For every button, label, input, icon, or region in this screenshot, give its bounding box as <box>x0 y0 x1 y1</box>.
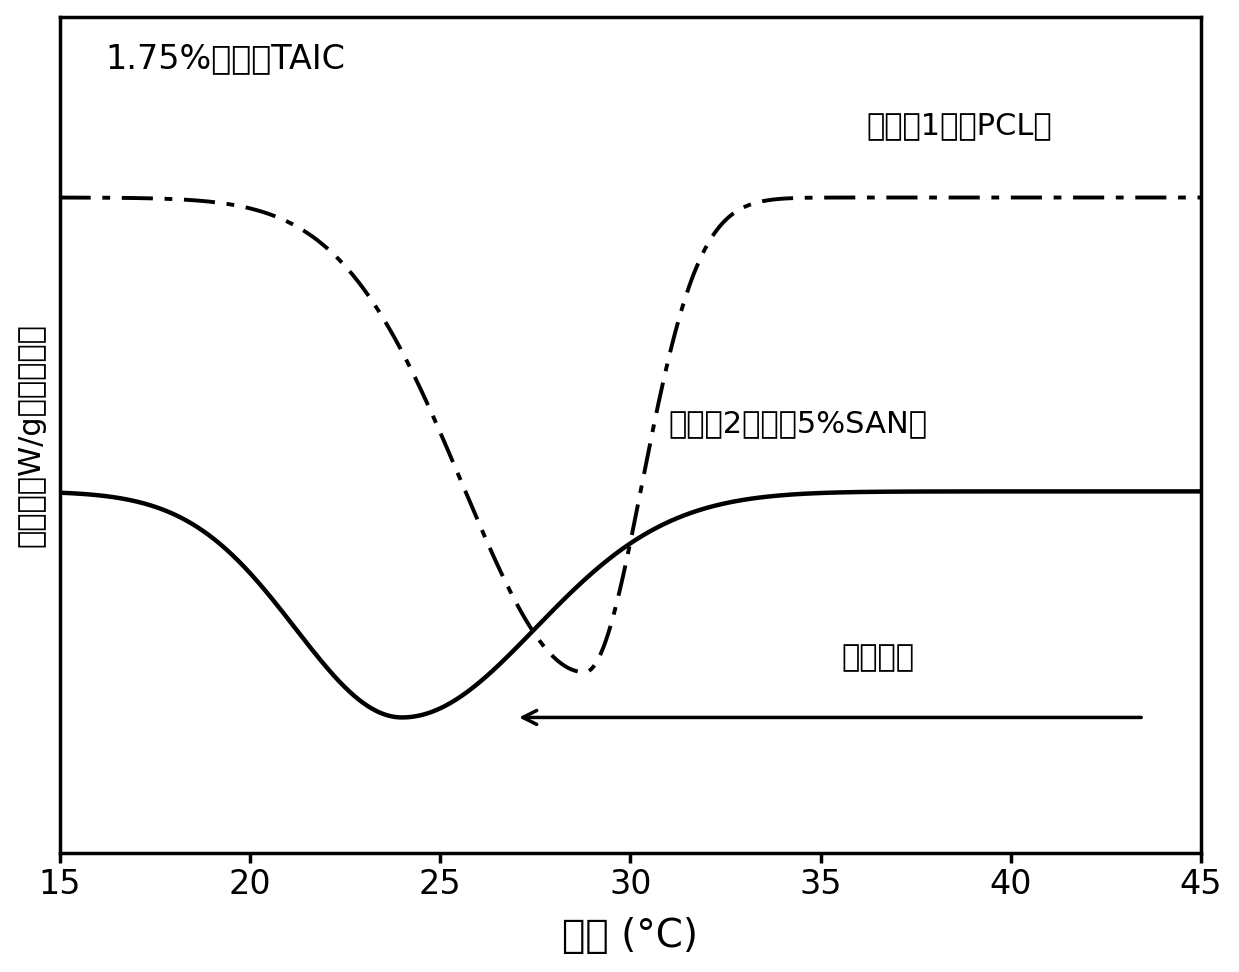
Y-axis label: 热流量（W/g）放热向下: 热流量（W/g）放热向下 <box>16 323 46 547</box>
X-axis label: 温度 (°C): 温度 (°C) <box>563 918 699 955</box>
Text: 降温过程: 降温过程 <box>841 643 914 673</box>
Text: 实施例2（添加5%SAN）: 实施例2（添加5%SAN） <box>668 409 927 438</box>
Text: 1.75%交联剂TAIC: 1.75%交联剂TAIC <box>105 42 346 75</box>
Text: 实施例1（绽PCL）: 实施例1（绽PCL） <box>866 111 1052 140</box>
